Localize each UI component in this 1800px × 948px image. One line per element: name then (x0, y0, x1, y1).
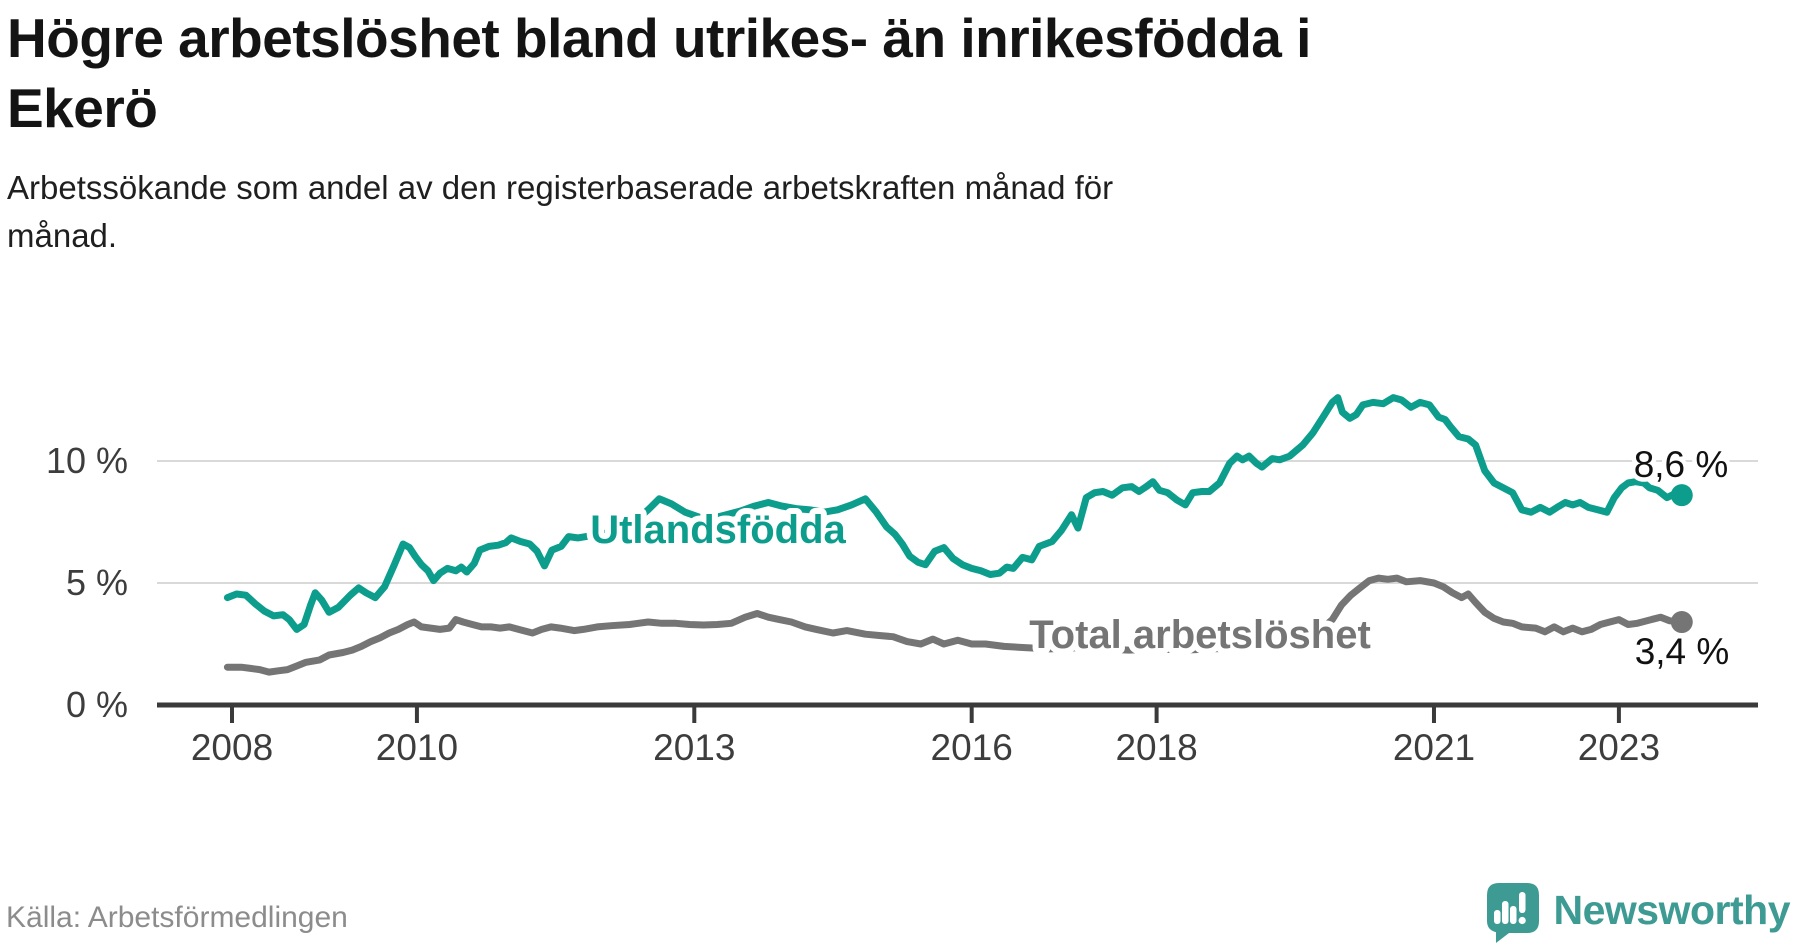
logo-bar-medium (1509, 906, 1516, 924)
logo-exclamation-dot (1518, 916, 1526, 925)
y-tick-label-10-percent: 10 % (46, 440, 128, 481)
x-tick-label-2013: 2013 (653, 727, 735, 768)
x-tick-label-2023: 2023 (1578, 727, 1660, 768)
series-label-total-arbetsloshet: Total arbetslöshet (1029, 613, 1371, 657)
x-tick-label-2016: 2016 (931, 727, 1013, 768)
newsworthy-wordmark: Newsworthy (1553, 886, 1791, 933)
newsworthy-logo: Newsworthy (1485, 882, 1791, 943)
page-title-line-2: Ekerö (7, 76, 158, 139)
series-end-dot-utlandsfodda (1670, 484, 1693, 507)
logo-bar-small (1493, 910, 1500, 924)
page-title: Högre arbetslöshet bland utrikes- än inr… (7, 4, 1747, 144)
series-line-total-arbetsloshet (223, 574, 1686, 676)
series-label-utlandsfodda: Utlandsfödda (590, 508, 846, 552)
logo-bar-tall (1501, 901, 1508, 924)
series-end-label-utlandsfodda: 8,6 % (1634, 444, 1729, 485)
series-line-utlandsfodda (223, 394, 1686, 633)
source-caption: Källa: Arbetsförmedlingen (6, 901, 348, 934)
x-tick-label-2018: 2018 (1115, 727, 1197, 768)
x-tick-label-2010: 2010 (376, 727, 458, 768)
chart-subtitle-line-1: Arbetssökande som andel av den registerb… (7, 169, 1114, 206)
series-end-dot-total-arbetsloshet (1670, 611, 1693, 634)
y-tick-label-0-percent: 0 % (66, 684, 128, 725)
x-tick-label-2021: 2021 (1393, 727, 1475, 768)
newsworthy-speech-bubble-icon (1486, 883, 1539, 943)
chart-subtitle-line-2: månad. (7, 216, 118, 254)
y-tick-label-5-percent: 5 % (66, 562, 128, 603)
series-end-label-total-arbetsloshet: 3,4 % (1635, 631, 1730, 672)
page-title-line-1: Högre arbetslöshet bland utrikes- än inr… (7, 7, 1311, 69)
chart-subtitle: Arbetssökande som andel av den registerb… (7, 164, 1747, 260)
x-tick-label-2008: 2008 (191, 727, 273, 768)
logo-exclamation-bar (1518, 892, 1525, 913)
